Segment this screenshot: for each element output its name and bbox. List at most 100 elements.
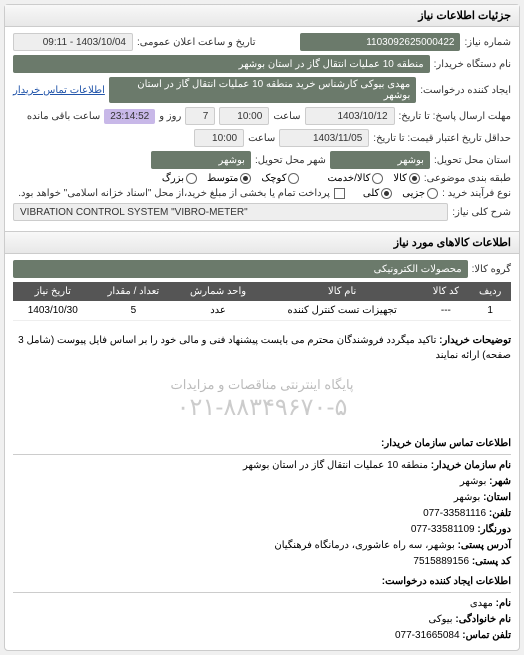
time-remain-label: ساعت باقی مانده xyxy=(27,111,100,122)
contact-name: نام: مهدی xyxy=(13,596,511,612)
row-validity: حداقل تاریخ اعتبار قیمت: تا تاریخ: 1403/… xyxy=(13,129,511,147)
radio-large[interactable]: بزرگ xyxy=(162,173,197,184)
items-body: گروه کالا: محصولات الکترونیکی ردیف کد کا… xyxy=(5,254,519,327)
radio-icon xyxy=(409,173,420,184)
radio-icon xyxy=(186,173,197,184)
radio-service-label: کالا/خدمت xyxy=(327,173,370,184)
validity-time: 10:00 xyxy=(194,129,244,147)
contact-province: استان: بوشهر xyxy=(13,490,511,506)
td-qty: 5 xyxy=(93,301,175,321)
panel-body: شماره نیاز: 1103092625000422 تاریخ و ساع… xyxy=(5,27,519,231)
table-row[interactable]: 1 --- تجهیزات تست کنترل کننده عدد 5 1403… xyxy=(13,301,511,321)
table-header-row: ردیف کد کالا نام کالا واحد شمارش تعداد /… xyxy=(13,282,511,301)
panel-title: جزئیات اطلاعات نیاز xyxy=(5,5,519,27)
name-val: مهدی xyxy=(470,598,493,609)
payment-note: پرداخت تمام یا بخشی از مبلغ خرید،از محل … xyxy=(18,188,330,199)
radio-icon xyxy=(372,173,383,184)
contact-city: شهر: بوشهر xyxy=(13,474,511,490)
validity-label: حداقل تاریخ اعتبار قیمت: تا تاریخ: xyxy=(373,133,511,144)
watermark: پایگاه اینترنتی مناقصات و مزایدات ۰۲۱-۸۸… xyxy=(5,369,519,430)
deadline-date: 1403/10/12 xyxy=(305,107,395,125)
tel2-lbl: تلفن تماس: xyxy=(462,630,511,641)
th-row: ردیف xyxy=(469,282,511,301)
buyer-note-text: تاکید میگردد فروشندگان محترم می بایست پی… xyxy=(18,335,511,361)
details-panel: جزئیات اطلاعات نیاز شماره نیاز: 11030926… xyxy=(4,4,520,651)
deadline-label: مهلت ارسال پاسخ: تا تاریخ: xyxy=(399,111,511,122)
province-val: بوشهر xyxy=(454,492,480,503)
contact-family: نام خانوادگی: بیوکی xyxy=(13,612,511,628)
desc-field: VIBRATION CONTROL SYSTEM "VIBRO-METER" xyxy=(13,203,448,221)
radio-icon xyxy=(240,173,251,184)
watermark-phone: ۰۲۱-۸۸۳۴۹۶۷۰-۵ xyxy=(5,393,519,422)
contact-addr: آدرس پستی: بوشهر، سه راه عاشوری، درمانگا… xyxy=(13,538,511,554)
size-radio-group: کوچک متوسط بزرگ xyxy=(162,173,300,184)
radio-partial[interactable]: جزیی xyxy=(402,188,438,199)
row-creator: ایجاد کننده درخواست: مهدی بیوکی کارشناس … xyxy=(13,77,511,103)
city-field: بوشهر xyxy=(151,151,251,169)
contact-org: نام سازمان خریدار: منطقه 10 عملیات انتقا… xyxy=(13,458,511,474)
addr-val: بوشهر، سه راه عاشوری، درمانگاه فرهنگیان xyxy=(274,540,454,551)
contact-link[interactable]: اطلاعات تماس خریدار xyxy=(13,85,105,96)
radio-icon xyxy=(288,173,299,184)
post-val: 7515889156 xyxy=(413,556,469,567)
payment-checkbox[interactable] xyxy=(334,188,345,199)
org-name-val: منطقه 10 عملیات انتقال گاز در استان بوشه… xyxy=(243,460,428,471)
province-lbl: استان: xyxy=(483,492,511,503)
row-deadline: مهلت ارسال پاسخ: تا تاریخ: 1403/10/12 سا… xyxy=(13,107,511,125)
org-name-lbl: نام سازمان خریدار: xyxy=(431,460,511,471)
radio-small[interactable]: کوچک xyxy=(261,173,299,184)
proc-radio-group: جزیی کلی xyxy=(363,188,438,199)
items-table: ردیف کد کالا نام کالا واحد شمارش تعداد /… xyxy=(13,282,511,321)
post-lbl: کد پستی: xyxy=(472,556,511,567)
row-package: طبقه بندی موضوعی: کالا کالا/خدمت کوچک مت… xyxy=(13,173,511,184)
td-date: 1403/10/30 xyxy=(13,301,93,321)
tel2-val: 31665084-077 xyxy=(395,630,460,641)
radio-full-label: کلی xyxy=(363,188,379,199)
org-label: نام دستگاه خریدار: xyxy=(434,59,511,70)
contact-fax: دورنگار: 33581109-077 xyxy=(13,522,511,538)
proc-label: نوع فرآیند خرید : xyxy=(442,188,511,199)
radio-kala-label: کالا xyxy=(393,173,407,184)
radio-small-label: کوچک xyxy=(261,173,286,184)
radio-large-label: بزرگ xyxy=(162,173,184,184)
group-field: محصولات الکترونیکی xyxy=(13,260,468,278)
fax-lbl: دورنگار: xyxy=(477,524,511,535)
th-date: تاریخ نیاز xyxy=(13,282,93,301)
row-group: گروه کالا: محصولات الکترونیکی xyxy=(13,260,511,278)
row-org: نام دستگاه خریدار: منطقه 10 عملیات انتقا… xyxy=(13,55,511,73)
time-label-2: ساعت xyxy=(248,133,275,144)
radio-medium[interactable]: متوسط xyxy=(207,173,251,184)
buyer-note-label: توضیحات خریدار: xyxy=(439,335,511,346)
row-request-no: شماره نیاز: 1103092625000422 تاریخ و ساع… xyxy=(13,33,511,51)
deadline-time: 10:00 xyxy=(219,107,269,125)
td-code: --- xyxy=(422,301,469,321)
contact-post: کد پستی: 7515889156 xyxy=(13,554,511,570)
tel-val: 33581116-077 xyxy=(423,508,486,519)
time-remain: 23:14:52 xyxy=(104,109,155,124)
org-field: منطقه 10 عملیات انتقال گاز در استان بوشه… xyxy=(13,55,430,73)
row-desc: شرح کلی نیاز: VIBRATION CONTROL SYSTEM "… xyxy=(13,203,511,221)
package-label: طبقه بندی موضوعی: xyxy=(424,173,511,184)
radio-full[interactable]: کلی xyxy=(363,188,392,199)
radio-kala[interactable]: کالا xyxy=(393,173,420,184)
buyer-note-row: توضیحات خریدار: تاکید میگردد فروشندگان م… xyxy=(5,327,519,369)
tel-lbl: تلفن: xyxy=(489,508,511,519)
radio-service[interactable]: کالا/خدمت xyxy=(327,173,383,184)
city-val: بوشهر xyxy=(460,476,486,487)
city-lbl: شهر: xyxy=(489,476,511,487)
td-name: تجهیزات تست کنترل کننده xyxy=(262,301,423,321)
time-label-1: ساعت xyxy=(273,111,300,122)
city-label: شهر محل تحویل: xyxy=(255,155,326,166)
radio-icon xyxy=(381,188,392,199)
contact-tel: تلفن: 33581116-077 xyxy=(13,506,511,522)
request-no-field: 1103092625000422 xyxy=(300,33,460,51)
family-val: بیوکی xyxy=(429,614,453,625)
watermark-text: پایگاه اینترنتی مناقصات و مزایدات xyxy=(5,377,519,393)
days-remain-label: روز و xyxy=(159,111,181,122)
contact-header: اطلاعات تماس سازمان خریدار: xyxy=(13,436,511,455)
request-no-label: شماره نیاز: xyxy=(464,37,511,48)
package-radio-group: کالا کالا/خدمت xyxy=(327,173,419,184)
td-unit: عدد xyxy=(174,301,262,321)
radio-medium-label: متوسط xyxy=(207,173,238,184)
th-code: کد کالا xyxy=(422,282,469,301)
